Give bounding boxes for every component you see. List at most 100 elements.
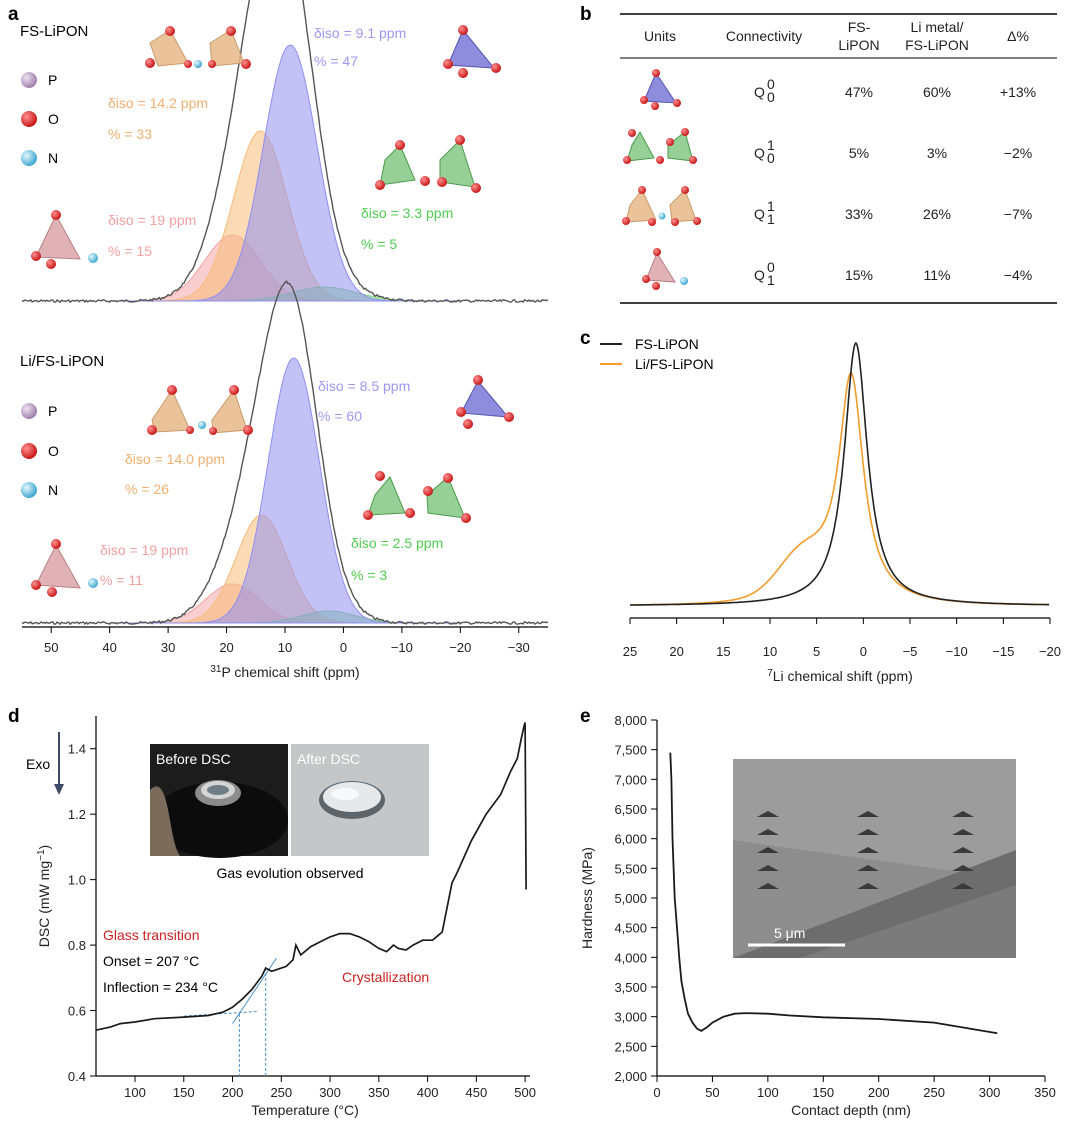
table-cell-li: 60% [923,84,951,100]
c-x-tick-label: −15 [992,644,1014,659]
table-cell-connectivity: Q [754,267,765,283]
a-top-label-blue: δiso = 9.1 ppm % = 47 [314,25,406,69]
e-x-tick-label: 0 [653,1085,660,1100]
d-x-tick-label: 450 [466,1085,488,1100]
a-x-tick-label: 50 [44,640,58,655]
e-x-tick-label: 50 [705,1085,719,1100]
table-header-li-line2: FS-LiPON [905,37,969,53]
a-bot-monomer-q01-structure [31,539,98,597]
e-indent-mark [757,847,779,853]
table-cell-connectivity: Q [754,145,765,161]
a-top-label-green: δiso = 3.3 ppm % = 5 [361,205,453,252]
e-x-tick-label: 100 [757,1085,779,1100]
c-x-tick-label: 0 [860,644,867,659]
a-x-tick-label: 10 [278,640,292,655]
a-top-label-pink: δiso = 19 ppm % = 15 [108,212,196,259]
table-cell-connectivity-sub: 0 [767,89,775,105]
d-x-tick-label: 250 [270,1085,292,1100]
a-top-q10-delta: δiso = 3.3 ppm [361,205,453,221]
e-indent-mark [857,847,879,853]
table-cell-connectivity-sup: 0 [767,76,775,92]
d-y-tick-label: 0.8 [68,938,86,953]
c-legend-fs-label: FS-LiPON [635,336,699,352]
panel-letter-e: e [580,706,591,727]
a-bot-label-orange: δiso = 14.0 ppm % = 26 [125,451,225,497]
e-y-tick-label: 5,000 [614,891,647,906]
a-top-q01-delta: δiso = 19 ppm [108,212,196,228]
e-ticks: 0 50 100 150 200 250 300 350 2,000 2,500 3,000 3,50… [614,713,1055,1100]
panel-c-nmr-7li: 25 20 15 10 5 0 −5 −10 −15 −20 7Li chemical shift… [600,336,1061,684]
table-cell-fs: 47% [845,84,873,100]
e-indent-mark [757,811,779,817]
a-x-axis-title: 31P chemical shift (ppm) [210,664,359,681]
a-x-tick-label: −20 [449,640,471,655]
d-y-tick-label: 0.4 [68,1069,86,1084]
d-y-tick-label: 1.4 [68,742,86,757]
panel-a-nmr-31p: FS-LiPON Li/FS-LiPON P O N P O N δiso = … [20,0,549,681]
a-bot-q01-delta: δiso = 19 ppm [100,542,188,558]
a-x-tick-label: −10 [391,640,413,655]
table-cell-connectivity-sub: 1 [767,211,775,227]
legend-o-label: O [48,111,59,127]
a-bot-label-pink: δiso = 19 ppm % = 11 [100,542,188,588]
legend-o-label: O [48,443,59,459]
e-indent-mark [952,883,974,889]
table-header-li-line1: Li metal/ [911,19,964,35]
d-ticks: 100 150 200 250 300 350 400 450 500 0.4 0.6 0.8 1.0 1… [68,742,536,1100]
table-row-4-structure [642,248,688,290]
a-top-monomer-q00-structure [443,25,501,78]
d-baseline-extrapolation [183,1011,257,1017]
table-cell-connectivity-sup: 1 [767,198,775,214]
d-x-axis-title: Temperature (°C) [251,1102,359,1118]
a-bot-q10-delta: δiso = 2.5 ppm [351,535,443,551]
legend-o-atom [21,443,37,459]
legend-p-atom [21,403,37,419]
table-cell-delta: −2% [1004,145,1032,161]
table-header-delta: Δ% [1007,28,1029,44]
legend-n-label: N [48,482,58,498]
a-bot-q00-pct: % = 60 [318,408,362,424]
table-cell-fs: 15% [845,267,873,283]
table-cell-fs: 33% [845,206,873,222]
e-y-tick-label: 8,000 [614,713,647,728]
e-x-tick-label: 250 [923,1085,945,1100]
legend-n-label: N [48,150,58,166]
a-x-tick-label: 40 [102,640,116,655]
e-y-tick-label: 5,500 [614,861,647,876]
c-series-fs-lipon-line [630,341,1050,606]
table-header-units: Units [644,28,676,44]
d-exo-label: Exo [26,756,50,772]
table-cell-connectivity-sub: 0 [767,150,775,166]
a-x-tick-label: 0 [340,640,347,655]
c-x-ticks: 25 20 15 10 5 0 −5 −10 −15 −20 [623,618,1061,659]
a-bot-q10-pct: % = 3 [351,567,387,583]
table-cell-delta: −7% [1004,206,1032,222]
c-x-tick-label: 5 [813,644,820,659]
c-x-tick-label: 10 [763,644,777,659]
legend-n-atom [21,150,37,166]
legend-p-label: P [48,72,57,88]
legend-n-atom [21,482,37,498]
d-y-tick-label: 1.2 [68,807,86,822]
a-x-tick-label: 30 [161,640,175,655]
d-gas-evolution-label: Gas evolution observed [216,865,363,881]
d-x-tick-label: 400 [417,1085,439,1100]
e-indent-mark [952,829,974,835]
d-x-tick-label: 100 [124,1085,146,1100]
e-x-tick-label: 300 [979,1085,1001,1100]
d-glass-transition-label: Glass transition [103,927,199,943]
table-cell-connectivity-sub: 1 [767,272,775,288]
table-cell-li: 3% [927,145,947,161]
a-x-tick-label: 20 [219,640,233,655]
d-x-tick-label: 200 [222,1085,244,1100]
d-inset-after-photo: After DSC [291,744,429,856]
d-crystallization-label: Crystallization [342,969,429,985]
e-indent-mark [857,883,879,889]
d-inset-before-photo: Before DSC [150,744,288,858]
e-y-tick-label: 4,000 [614,950,647,965]
d-y-axis-title: DSC (mW mg−1) [36,845,53,947]
d-x-tick-label: 150 [173,1085,195,1100]
a-top-q01-pct: % = 15 [108,243,152,259]
c-x-tick-label: 25 [623,644,637,659]
